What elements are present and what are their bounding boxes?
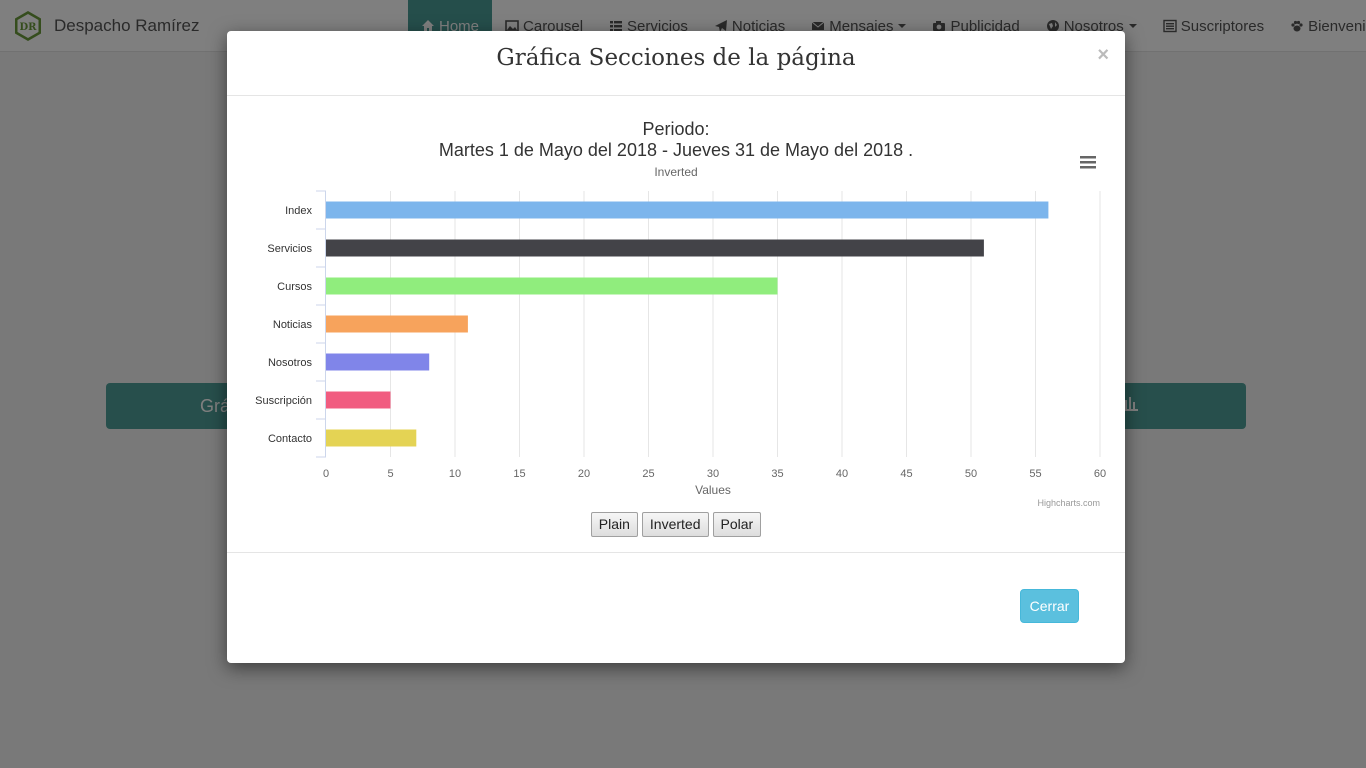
- inverted-button[interactable]: Inverted: [641, 512, 709, 537]
- modal-footer: Cerrar: [227, 552, 1125, 663]
- bar-contacto[interactable]: [326, 429, 417, 447]
- x-tick-label: 50: [965, 468, 977, 480]
- category-label: Noticias: [273, 319, 313, 331]
- category-label: Index: [285, 205, 312, 217]
- bar-noticias[interactable]: [326, 315, 468, 333]
- category-label: Servicios: [267, 243, 312, 255]
- x-axis-label: Values: [695, 483, 731, 497]
- chart-type-toggle: Plain Inverted Polar: [227, 512, 1125, 537]
- modal-close-button[interactable]: ×: [1097, 44, 1109, 66]
- category-label: Cursos: [277, 281, 312, 293]
- chart-title: Periodo:: [642, 119, 709, 139]
- x-tick-label: 20: [578, 468, 590, 480]
- x-tick-label: 55: [1029, 468, 1041, 480]
- bar-suscripción[interactable]: [326, 391, 391, 409]
- chart-modal: Gráfica Secciones de la página × Periodo…: [227, 31, 1125, 663]
- x-tick-label: 60: [1094, 468, 1106, 480]
- chart-container: Periodo: Martes 1 de Mayo del 2018 - Jue…: [237, 111, 1115, 511]
- x-tick-label: 30: [707, 468, 719, 480]
- bar-nosotros[interactable]: [326, 353, 430, 371]
- bar-cursos[interactable]: [326, 277, 778, 295]
- x-tick-label: 10: [449, 468, 461, 480]
- plain-button[interactable]: Plain: [590, 512, 638, 537]
- category-label: Suscripción: [255, 395, 312, 407]
- chart-title-period: Martes 1 de Mayo del 2018 - Jueves 31 de…: [439, 140, 913, 160]
- category-label: Contacto: [268, 433, 312, 445]
- x-tick-label: 40: [836, 468, 848, 480]
- bar-chart: Periodo: Martes 1 de Mayo del 2018 - Jue…: [255, 119, 1106, 508]
- x-tick-label: 45: [900, 468, 912, 480]
- x-tick-label: 35: [771, 468, 783, 480]
- chart-subtitle: Inverted: [654, 165, 697, 179]
- cerrar-button[interactable]: Cerrar: [1020, 589, 1079, 623]
- x-tick-label: 5: [387, 468, 393, 480]
- x-tick-label: 25: [642, 468, 654, 480]
- bar-index[interactable]: [326, 201, 1049, 219]
- x-tick-label: 0: [323, 468, 329, 480]
- modal-header: Gráfica Secciones de la página ×: [227, 31, 1125, 96]
- bar-servicios[interactable]: [326, 239, 984, 257]
- chart-credits[interactable]: Highcharts.com: [1037, 498, 1100, 508]
- category-label: Nosotros: [268, 357, 313, 369]
- polar-button[interactable]: Polar: [712, 512, 762, 537]
- x-tick-label: 15: [513, 468, 525, 480]
- hamburger-menu-icon[interactable]: [1080, 156, 1096, 169]
- modal-title: Gráfica Secciones de la página: [496, 45, 856, 71]
